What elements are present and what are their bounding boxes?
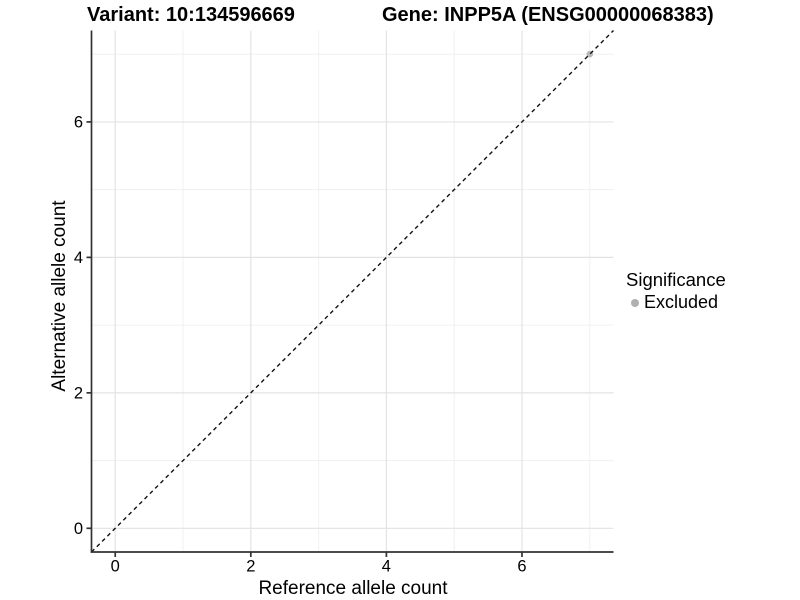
legend-item-label: Excluded [644,292,719,312]
x-axis-title: Reference allele count [258,578,448,599]
x-tick-label: 0 [111,558,120,576]
identity-dashed-line [91,30,614,553]
y-tick-label: 2 [74,384,83,402]
plot-title-variant: Variant: 10:134596669 [87,4,295,26]
y-tick-label: 6 [74,113,83,131]
x-tick-label: 6 [517,558,526,576]
legend: Significance Excluded [626,269,726,313]
x-tick-label: 4 [382,558,391,576]
y-tick-label: 0 [74,520,83,538]
excluded-point-icon [631,298,639,307]
x-tick-label: 2 [246,558,255,576]
legend-item-excluded: Excluded [626,292,726,313]
plot-title-gene: Gene: INPP5A (ENSG00000068383) [382,4,714,26]
y-tick-label: 4 [74,249,83,267]
y-axis-title: Alternative allele count [49,200,70,392]
legend-title: Significance [626,269,726,290]
